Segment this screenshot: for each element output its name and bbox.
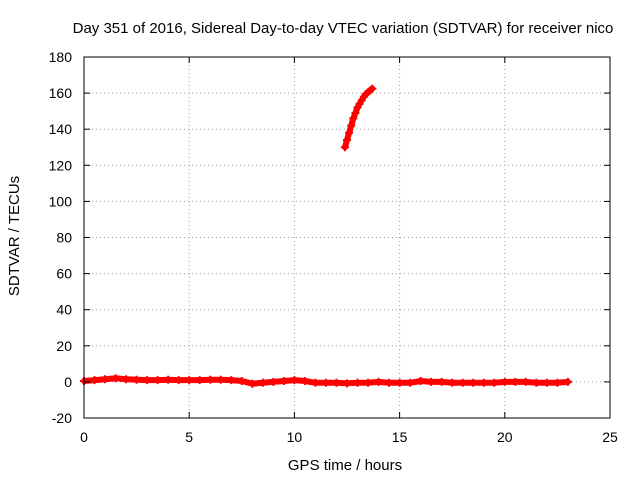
y-tick-label: 60 [56,266,72,282]
x-axis-label: GPS time / hours [288,457,402,474]
y-tick-label: 160 [49,85,73,101]
y-tick-label: 100 [49,193,73,209]
y-tick-label: 140 [49,121,73,137]
data-point-marker [248,379,257,388]
chart-title: Day 351 of 2016, Sidereal Day-to-day VTE… [73,20,614,37]
y-tick-label: 20 [56,338,72,354]
data-point-marker [195,376,204,385]
data-point-marker [258,378,267,387]
data-point-marker [437,377,446,386]
y-axis-label: SDTVAR / TECUs [6,176,23,296]
data-point-marker [345,128,354,137]
data-point-marker [290,376,299,385]
data-point-marker [279,376,288,385]
data-point-marker [353,378,362,387]
data-point-marker [340,143,349,152]
data-point-marker [185,376,194,385]
data-point-marker [427,377,436,386]
plot-frame [83,56,611,419]
data-point-marker [490,378,499,387]
data-point-marker [416,376,425,385]
data-point-marker [511,377,520,386]
data-point-marker [332,378,341,387]
data-point-marker [153,376,162,385]
data-point-marker [349,114,358,123]
y-tick-label: 120 [49,157,73,173]
data-point-marker [364,378,373,387]
data-point-marker [311,378,320,387]
y-tick-label: -20 [52,410,72,426]
x-tick-label: 10 [287,429,303,445]
x-tick-label: 20 [497,429,513,445]
data-point-marker [406,378,415,387]
data-point-marker [237,376,246,385]
data-point-marker [448,378,457,387]
data-point-marker [111,374,120,383]
data-point-marker [395,378,404,387]
data-point-marker [300,376,309,385]
data-series [80,84,572,388]
data-point-marker [368,84,377,93]
data-point-marker [469,378,478,387]
data-point-marker [521,377,530,386]
x-tick-label: 5 [185,429,193,445]
data-point-marker [101,375,110,384]
data-point-marker [532,378,541,387]
x-tick-label: 0 [80,429,88,445]
data-point-marker [343,379,351,388]
data-point-marker [174,376,183,385]
data-point-marker [227,376,236,385]
y-tick-label: 180 [49,49,73,65]
data-point-marker [374,377,383,386]
data-point-marker [563,377,572,386]
x-tick-label: 25 [602,429,618,445]
data-point-marker [553,378,562,387]
data-point-marker [206,375,215,384]
data-point-marker [479,378,488,387]
data-point-marker [122,375,131,384]
data-point-marker [385,378,394,387]
y-tick-label: 40 [56,302,72,318]
grid-lines [84,57,610,418]
y-tick-label: 0 [64,374,72,390]
series-line [341,85,376,151]
data-point-marker [343,136,351,145]
data-point-marker [90,376,99,385]
data-point-marker [458,378,467,387]
data-point-marker [347,121,356,130]
data-point-marker [542,378,551,387]
data-point-marker [321,378,330,387]
data-point-marker [132,375,141,384]
x-tick-label: 15 [392,429,408,445]
data-point-marker [164,375,173,384]
y-tick-label: 80 [56,230,72,246]
data-point-marker [500,377,509,386]
data-point-marker [143,376,152,385]
data-point-marker [216,375,225,384]
series-1 [340,84,377,152]
data-point-marker [269,377,278,386]
series-0 [80,374,572,388]
axis-ticks: -20 0 20 40 60 80 100 120 140 160 180 0 5 10 15 20 25 [49,49,618,445]
data-point-marker [351,108,360,117]
